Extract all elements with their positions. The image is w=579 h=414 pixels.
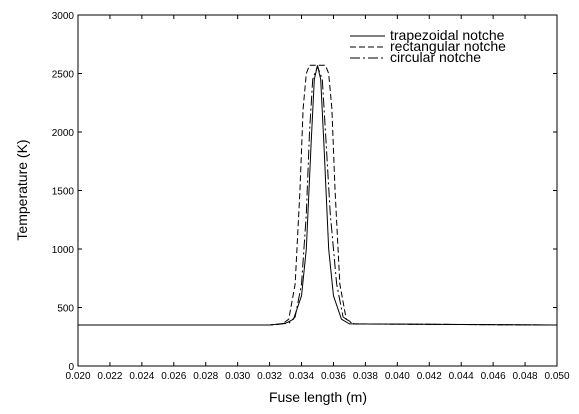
x-tick-label: 0.026 [161,371,186,382]
y-tick-label: 1000 [52,245,75,256]
series-line-2 [78,65,558,326]
legend-label-0: trapezoidal notche [390,27,505,43]
x-tick-label: 0.022 [97,371,122,382]
x-tick-label: 0.028 [193,371,218,382]
x-tick-label: 0.024 [129,371,154,382]
y-axis-label: Temperature (K) [14,139,30,240]
series-line-0 [78,65,558,326]
x-tick-label: 0.030 [225,371,250,382]
x-tick-label: 0.050 [544,371,569,382]
x-tick-label: 0.040 [385,371,410,382]
y-tick-label: 0 [68,362,74,373]
series-lines [78,64,558,326]
y-tick-label: 500 [57,304,74,315]
x-tick-label: 0.038 [353,371,378,382]
x-axis-label: Fuse length (m) [269,389,367,405]
y-tick-label: 2500 [52,70,75,81]
x-tick-label: 0.044 [449,371,474,382]
y-axis: 0 500 1000 1500 2000 2500 3000 [52,11,557,373]
x-tick-label: 0.032 [257,371,282,382]
y-tick-label: 3000 [52,11,75,22]
x-tick-label: 0.034 [289,371,314,382]
x-tick-label: 0.036 [321,371,346,382]
x-axis: 0.020 0.022 0.024 0.026 0.028 0.030 0.032 0.034… [65,15,570,382]
y-tick-label: 1500 [52,187,75,198]
x-tick-label: 0.042 [417,371,442,382]
legend-label-2: circular notche [390,49,481,65]
x-tick-label: 0.048 [513,371,538,382]
series-line-1 [78,64,558,326]
x-tick-label: 0.020 [65,371,90,382]
legend-label-1: rectangular notche [390,38,506,54]
y-tick-label: 2000 [52,128,75,139]
x-tick-label: 0.046 [481,371,506,382]
